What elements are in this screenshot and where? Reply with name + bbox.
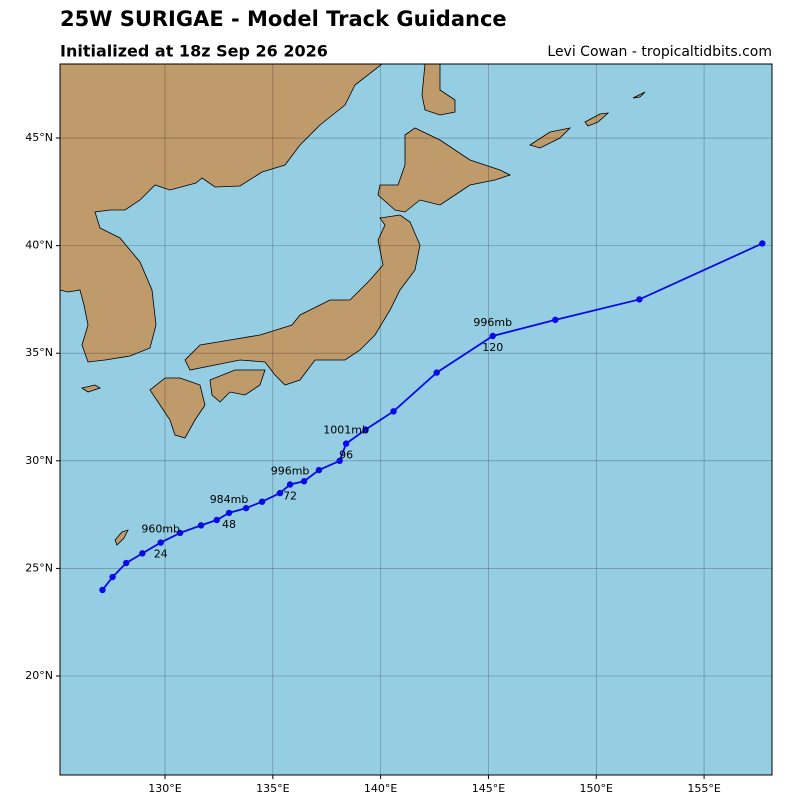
land-layer [60, 64, 646, 546]
track-point [489, 332, 496, 340]
track-point [122, 559, 130, 567]
x-tick-label: 140°E [364, 782, 397, 795]
pressure-label: 996mb [271, 464, 310, 477]
track-point [636, 296, 643, 303]
track [99, 240, 766, 594]
track-point [197, 522, 205, 529]
kuril [529, 127, 572, 149]
track-point [433, 369, 440, 376]
pressure-label: 984mb [210, 493, 249, 506]
x-tick-label: 150°E [580, 782, 613, 795]
island [114, 529, 129, 546]
track-point [300, 478, 308, 485]
kuril [632, 91, 646, 99]
track-point [109, 573, 116, 581]
hour-label: 120 [482, 341, 503, 354]
y-tick-label: 35°N [25, 346, 53, 359]
y-tick-label: 30°N [25, 454, 53, 467]
pressure-label: 960mb [141, 523, 180, 536]
track-point [552, 316, 559, 324]
track-point [759, 240, 766, 247]
sakhalin [421, 64, 456, 116]
track-point [336, 457, 343, 465]
frame [59, 63, 773, 776]
track-point [99, 586, 106, 594]
x-tick-label: 145°E [472, 782, 505, 795]
y-tick-label: 25°N [25, 561, 53, 574]
track-point [276, 489, 284, 497]
hour-label: 72 [283, 489, 297, 502]
track-point [157, 539, 164, 546]
track-point [225, 509, 233, 517]
hour-label: 96 [339, 449, 353, 462]
track-line [101, 242, 763, 591]
x-tick-label: 155°E [687, 782, 720, 795]
kuril [584, 112, 610, 127]
track-point [315, 466, 323, 474]
y-tick-label: 45°N [25, 131, 53, 144]
chart-subtitle: Initialized at 18z Sep 26 2026 [60, 42, 328, 61]
kyushu [149, 377, 206, 439]
shikoku [209, 369, 266, 403]
track-point [258, 498, 266, 505]
track-point [390, 408, 397, 415]
x-tick-label: 135°E [256, 782, 289, 795]
track-point [286, 481, 294, 488]
grid [60, 64, 772, 775]
hokkaido [377, 127, 512, 213]
y-tick-label: 20°N [25, 669, 53, 682]
track-point [213, 516, 220, 524]
track-point [139, 550, 146, 557]
honshu [184, 214, 421, 386]
track-point [342, 440, 350, 447]
island [81, 384, 101, 393]
track-point [362, 426, 369, 433]
track-point [242, 504, 250, 512]
x-tick-label: 130°E [148, 782, 181, 795]
credit: Levi Cowan - tropicaltidbits.com [547, 44, 772, 60]
pressure-label: 1001mb [323, 424, 369, 437]
mainland [60, 64, 383, 363]
pressure-label: 996mb [473, 316, 512, 329]
chart-title: 25W SURIGAE - Model Track Guidance [60, 7, 507, 31]
y-tick-label: 40°N [25, 239, 53, 252]
track-point [176, 529, 184, 537]
hour-label: 48 [222, 518, 236, 531]
hour-label: 24 [154, 548, 168, 561]
